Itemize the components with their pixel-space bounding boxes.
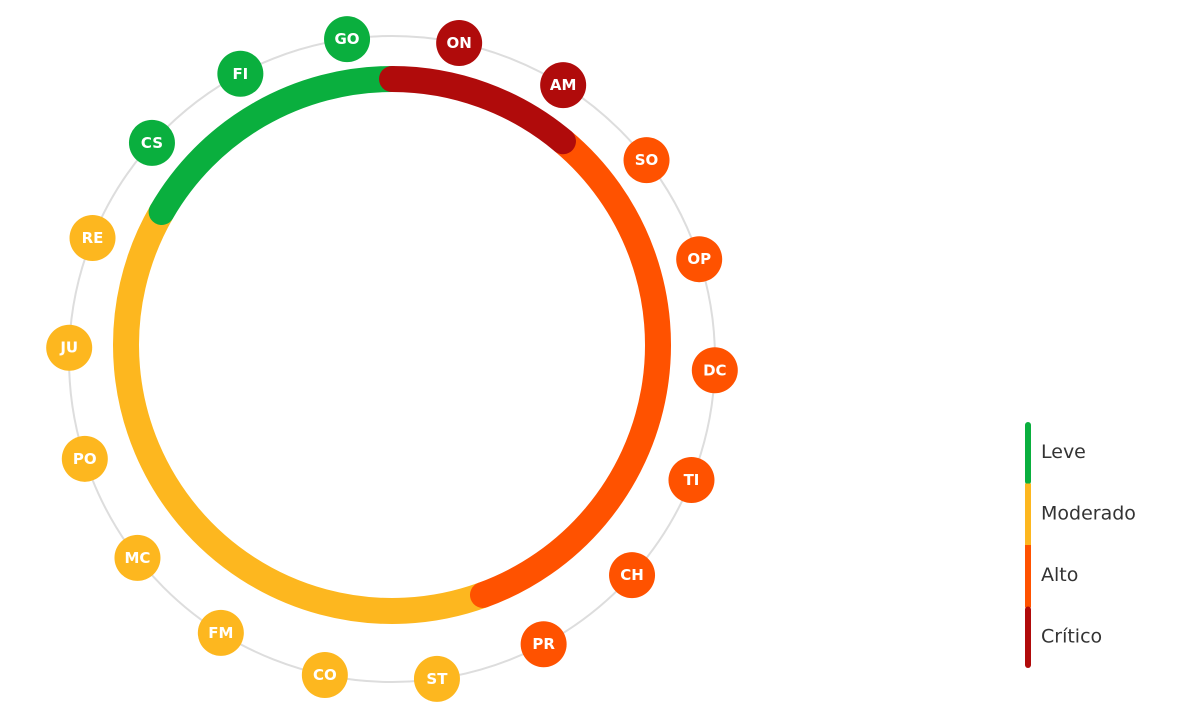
- legend-label: Leve: [1041, 441, 1086, 463]
- node-badge: PO: [61, 435, 108, 482]
- badge-label: PR: [532, 635, 555, 653]
- badge-label: SO: [635, 151, 659, 169]
- arcs: [113, 66, 671, 624]
- badge-label: DC: [703, 361, 726, 379]
- node-badge: TI: [668, 456, 715, 503]
- badge-circle: [540, 62, 587, 109]
- badge-label: OP: [687, 250, 711, 268]
- badge-label: GO: [335, 30, 360, 48]
- node-badge: FI: [217, 50, 264, 97]
- badge-circle: [413, 655, 460, 702]
- node-badge: JU: [46, 324, 93, 371]
- ring-arc: [469, 128, 671, 608]
- legend-swatch: [1025, 422, 1031, 485]
- badge-circle: [301, 651, 348, 698]
- badge-label: ST: [426, 670, 448, 688]
- node-badge: CO: [301, 651, 348, 698]
- node-badge: GO: [324, 16, 371, 63]
- badges: ON AM SO OP DC TI CH PR ST CO FM MC PO JU RE CS FI GO: [46, 16, 738, 702]
- legend-swatch: [1025, 606, 1031, 668]
- badge-circle: [436, 20, 483, 67]
- node-badge: MC: [114, 534, 161, 581]
- badge-circle: [61, 435, 108, 482]
- node-badge: PR: [520, 621, 567, 668]
- legend-label: Alto: [1041, 564, 1078, 586]
- badge-label: MC: [125, 549, 151, 567]
- node-badge: CS: [128, 119, 175, 166]
- legend-label: Crítico: [1041, 626, 1102, 648]
- badge-circle: [691, 347, 738, 394]
- node-badge: RE: [69, 215, 116, 262]
- badge-circle: [217, 50, 264, 97]
- node-badge: ON: [436, 20, 483, 67]
- legend-swatch: [1025, 545, 1031, 608]
- badge-circle: [668, 456, 715, 503]
- badge-circle: [114, 534, 161, 581]
- node-badge: AM: [540, 62, 587, 109]
- badge-label: ON: [446, 34, 471, 52]
- node-badge: SO: [623, 137, 670, 184]
- badge-label: TI: [684, 471, 700, 489]
- legend-swatch: [1025, 483, 1031, 546]
- badge-label: FM: [208, 624, 233, 642]
- badge-circle: [46, 324, 93, 371]
- ring-arc: [113, 199, 496, 624]
- badge-circle: [128, 119, 175, 166]
- node-badge: DC: [691, 347, 738, 394]
- badge-label: CO: [313, 666, 337, 684]
- legend: Leve Moderado Alto Crítico: [1025, 422, 1136, 668]
- badge-circle: [609, 552, 656, 599]
- badge-label: CS: [141, 134, 163, 152]
- badge-circle: [676, 236, 723, 283]
- node-badge: ST: [413, 655, 460, 702]
- badge-label: RE: [82, 229, 104, 247]
- node-badge: FM: [197, 609, 244, 656]
- badge-label: PO: [73, 450, 97, 468]
- badge-circle: [623, 137, 670, 184]
- badge-circle: [69, 215, 116, 262]
- node-badge: CH: [609, 552, 656, 599]
- badge-circle: [324, 16, 371, 63]
- ring-arc: [148, 66, 405, 225]
- badge-circle: [520, 621, 567, 668]
- badge-label: CH: [620, 566, 644, 584]
- badge-label: JU: [59, 339, 78, 357]
- badge-circle: [197, 609, 244, 656]
- ring-arc: [379, 66, 576, 155]
- node-badge: OP: [676, 236, 723, 283]
- legend-label: Moderado: [1041, 503, 1136, 525]
- badge-label: FI: [232, 65, 248, 83]
- badge-label: AM: [550, 76, 577, 94]
